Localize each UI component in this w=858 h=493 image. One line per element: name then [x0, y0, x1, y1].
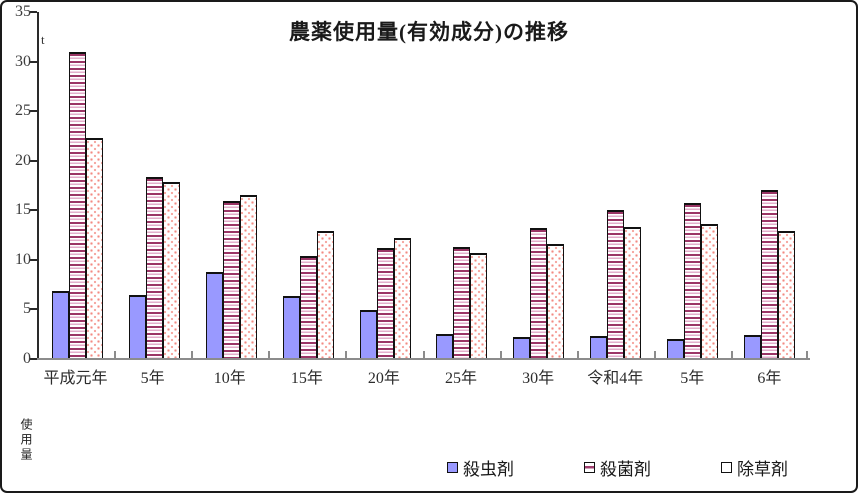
- y-axis-tick: [30, 159, 37, 162]
- x-axis-tick: [653, 351, 656, 359]
- bar-group: [731, 190, 808, 359]
- bar-fungicide: [761, 190, 779, 359]
- bar-insecticide: [590, 336, 608, 359]
- legend-marker-insecticide-icon: [447, 462, 458, 473]
- legend: 殺虫剤 殺菌剤 除草剤: [447, 455, 788, 480]
- bar-insecticide: [359, 310, 377, 359]
- bar-herbicide: [778, 231, 796, 359]
- bar-herbicide: [162, 181, 180, 359]
- x-axis-label: 5年: [680, 370, 705, 387]
- legend-item-insecticide: 殺虫剤: [447, 455, 514, 480]
- bar-herbicide: [239, 195, 257, 359]
- bar-group: [500, 228, 577, 359]
- bar-group: [193, 195, 270, 359]
- x-axis-tick: [576, 351, 579, 359]
- x-axis-tick: [422, 351, 425, 359]
- x-axis-label: 平成元年: [43, 370, 108, 387]
- x-axis-label: 20年: [367, 370, 400, 387]
- x-axis-tick: [730, 351, 733, 359]
- bar-group: [116, 176, 193, 359]
- bar-insecticide: [282, 295, 300, 359]
- bar-group: [347, 238, 424, 359]
- x-axis-label: 10年: [213, 370, 246, 387]
- bar-herbicide: [316, 231, 334, 359]
- x-axis-label: 6年: [757, 370, 782, 387]
- y-axis-tick: [30, 308, 37, 311]
- legend-item-herbicide: 除草剤: [721, 455, 788, 480]
- x-axis-tick: [191, 351, 194, 359]
- x-axis-labels: 平成元年 5年 10年 15年 20年 25年 30年 令和4年 5年 6年: [37, 364, 808, 388]
- x-axis-tick: [806, 351, 808, 359]
- legend-label: 殺虫剤: [463, 460, 514, 479]
- y-axis-tick-label: 0: [23, 350, 31, 367]
- y-axis-unit-label: t: [41, 32, 45, 47]
- bar-group: [424, 246, 501, 359]
- bar-fungicide: [145, 176, 163, 359]
- bar-group: [39, 51, 116, 359]
- x-axis-label: 15年: [290, 370, 323, 387]
- plot-area: [30, 11, 810, 360]
- y-axis-tick-label: 25: [15, 102, 31, 120]
- bar-insecticide: [128, 294, 146, 359]
- bar-insecticide: [667, 339, 685, 359]
- bar-fungicide: [607, 210, 625, 359]
- bar-herbicide: [547, 244, 565, 359]
- legend-label: 除草剤: [737, 460, 788, 479]
- chart-title: 農薬使用量(有効成分)の推移: [289, 20, 569, 44]
- bar-group: [270, 231, 347, 359]
- bar-fungicide: [684, 203, 702, 359]
- legend-label: 殺菌剤: [600, 460, 651, 479]
- bar-insecticide: [51, 290, 69, 359]
- legend-item-fungicide: 殺菌剤: [584, 455, 651, 480]
- legend-marker-herbicide-icon: [721, 462, 732, 473]
- y-axis-tick: [30, 358, 37, 360]
- legend-marker-fungicide-icon: [584, 462, 595, 473]
- bar-insecticide: [205, 271, 223, 359]
- y-axis-line: [37, 12, 39, 359]
- x-axis-line: [37, 358, 810, 360]
- bar-insecticide: [436, 334, 454, 359]
- x-axis-tick: [499, 351, 502, 359]
- bar-herbicide: [470, 252, 488, 359]
- bar-herbicide: [393, 238, 411, 359]
- bar-group: [654, 203, 731, 359]
- x-axis-label: 25年: [445, 370, 478, 387]
- y-axis-tick-label: 10: [15, 250, 31, 268]
- y-axis-tick: [30, 110, 37, 113]
- y-axis-tick-label: 20: [15, 151, 31, 169]
- bar-herbicide: [701, 224, 719, 359]
- y-axis-tick-label: 15: [15, 201, 31, 219]
- bar-fungicide: [376, 247, 394, 359]
- y-axis-tick: [30, 11, 37, 13]
- x-axis-tick: [114, 351, 117, 359]
- y-axis-tick-label: 5: [23, 300, 31, 318]
- y-axis-tick-label: 35: [15, 3, 31, 20]
- y-axis-tick: [30, 258, 37, 261]
- y-axis-tick: [30, 209, 37, 212]
- bar-insecticide: [744, 335, 762, 359]
- bar-fungicide: [222, 201, 240, 359]
- y-axis-tick: [30, 60, 37, 63]
- bar-fungicide: [299, 255, 317, 359]
- x-axis-label: 5年: [140, 370, 165, 387]
- bar-herbicide: [85, 137, 103, 359]
- bar-insecticide: [513, 337, 531, 359]
- bar-herbicide: [624, 227, 642, 359]
- bar-group: [577, 210, 654, 359]
- x-axis-label: 30年: [522, 370, 555, 387]
- bar-fungicide: [453, 246, 471, 359]
- x-axis-tick: [345, 351, 348, 359]
- x-axis-tick: [268, 351, 271, 359]
- y-axis-title: 使用量: [19, 418, 33, 463]
- x-axis-label: 令和4年: [587, 370, 644, 387]
- bar-fungicide: [530, 228, 548, 359]
- y-axis-tick-label: 30: [15, 52, 31, 70]
- bar-fungicide: [68, 51, 86, 359]
- bars-container: [39, 12, 808, 359]
